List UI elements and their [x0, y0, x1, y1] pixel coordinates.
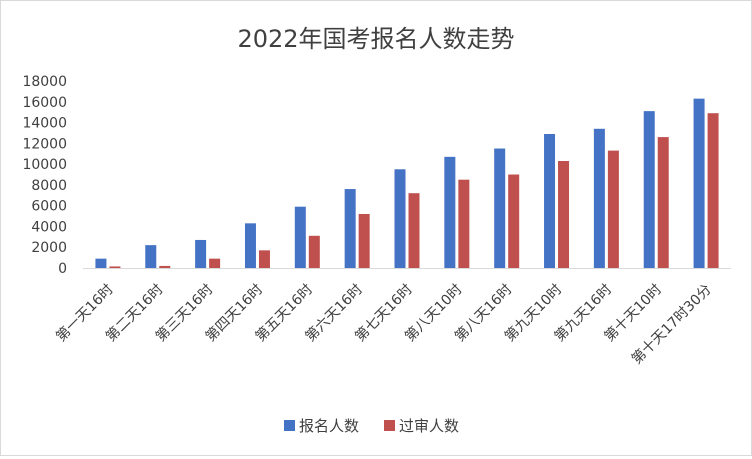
- bar-registered: [95, 258, 107, 268]
- y-tick-label: 12000: [22, 136, 67, 152]
- bar-approved: [109, 266, 121, 268]
- bar-registered: [344, 189, 356, 268]
- y-tick-label: 10000: [22, 157, 67, 173]
- y-tick-label: 14000: [22, 116, 67, 132]
- bar-registered: [643, 111, 655, 268]
- bar-registered: [195, 239, 207, 268]
- bar-registered: [244, 223, 256, 268]
- bar-registered: [145, 245, 157, 268]
- legend-label: 过审人数: [399, 417, 459, 435]
- bar-registered: [294, 206, 306, 268]
- bar-registered: [394, 169, 406, 268]
- bar-approved: [607, 150, 619, 268]
- bar-approved: [408, 193, 420, 268]
- bar-registered: [593, 128, 605, 268]
- bar-approved: [209, 258, 221, 268]
- y-tick-label: 8000: [31, 178, 67, 194]
- y-tick-label: 4000: [31, 219, 67, 235]
- bar-registered: [444, 156, 456, 268]
- bar-approved: [358, 213, 370, 268]
- bar-approved: [458, 179, 470, 268]
- bar-approved: [508, 174, 520, 268]
- bar-registered: [693, 98, 705, 269]
- bar-approved: [159, 265, 171, 268]
- bars: [95, 98, 719, 269]
- y-tick-label: 18000: [22, 74, 67, 90]
- legend-swatch: [284, 420, 295, 431]
- y-tick-label: 2000: [31, 240, 67, 256]
- bar-approved: [707, 113, 719, 268]
- chart-title: 2022年国考报名人数走势: [237, 25, 514, 53]
- legend-label: 报名人数: [299, 417, 359, 435]
- y-tick-label: 0: [58, 261, 67, 277]
- bar-approved: [657, 137, 669, 268]
- legend-swatch: [384, 420, 395, 431]
- y-tick-label: 6000: [31, 199, 67, 215]
- y-axis: 0 2000 4000 6000 8000 10000 12000 14000 16000 180…: [22, 74, 67, 277]
- bar-approved: [558, 160, 570, 268]
- legend: 报名人数 过审人数: [284, 417, 459, 435]
- bar-approved: [308, 235, 320, 268]
- x-axis: 第一天16时第二天16时第三天16时第四天16时第五天16时第六天16时第七天1…: [53, 268, 731, 368]
- bar-registered: [494, 148, 506, 268]
- y-tick-label: 16000: [22, 95, 67, 111]
- bar-registered: [544, 133, 556, 268]
- bar-approved: [258, 250, 270, 268]
